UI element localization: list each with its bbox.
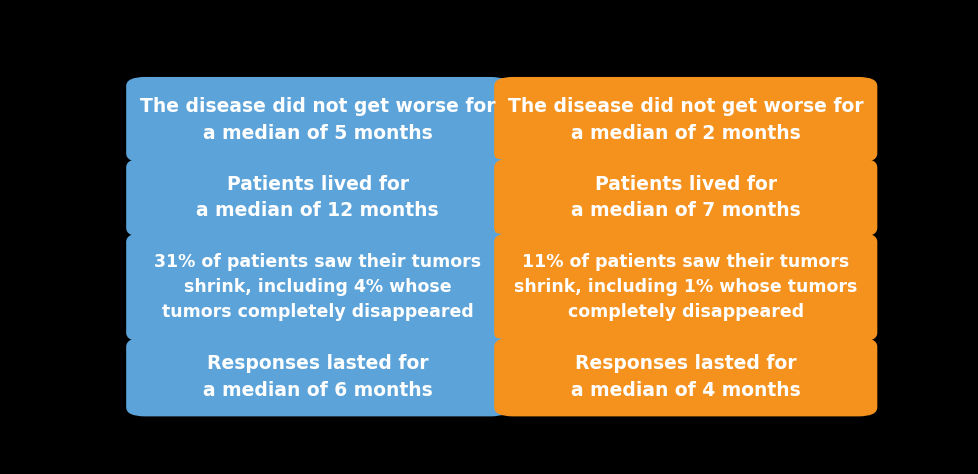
FancyBboxPatch shape — [126, 233, 509, 342]
FancyBboxPatch shape — [126, 158, 509, 237]
Text: Responses lasted for
a median of 6 months: Responses lasted for a median of 6 month… — [202, 354, 432, 400]
FancyBboxPatch shape — [494, 233, 876, 342]
FancyBboxPatch shape — [494, 77, 876, 163]
Text: Patients lived for
a median of 7 months: Patients lived for a median of 7 months — [570, 175, 800, 220]
Text: 11% of patients saw their tumors
shrink, including 1% whose tumors
completely di: 11% of patients saw their tumors shrink,… — [513, 253, 857, 321]
FancyBboxPatch shape — [494, 158, 876, 237]
FancyBboxPatch shape — [494, 337, 876, 416]
Text: Patients lived for
a median of 12 months: Patients lived for a median of 12 months — [197, 175, 438, 220]
Text: 31% of patients saw their tumors
shrink, including 4% whose
tumors completely di: 31% of patients saw their tumors shrink,… — [154, 253, 481, 321]
FancyBboxPatch shape — [126, 77, 509, 163]
Text: The disease did not get worse for
a median of 5 months: The disease did not get worse for a medi… — [140, 97, 495, 143]
FancyBboxPatch shape — [126, 337, 509, 416]
Text: Responses lasted for
a median of 4 months: Responses lasted for a median of 4 month… — [570, 354, 800, 400]
Text: The disease did not get worse for
a median of 2 months: The disease did not get worse for a medi… — [508, 97, 863, 143]
